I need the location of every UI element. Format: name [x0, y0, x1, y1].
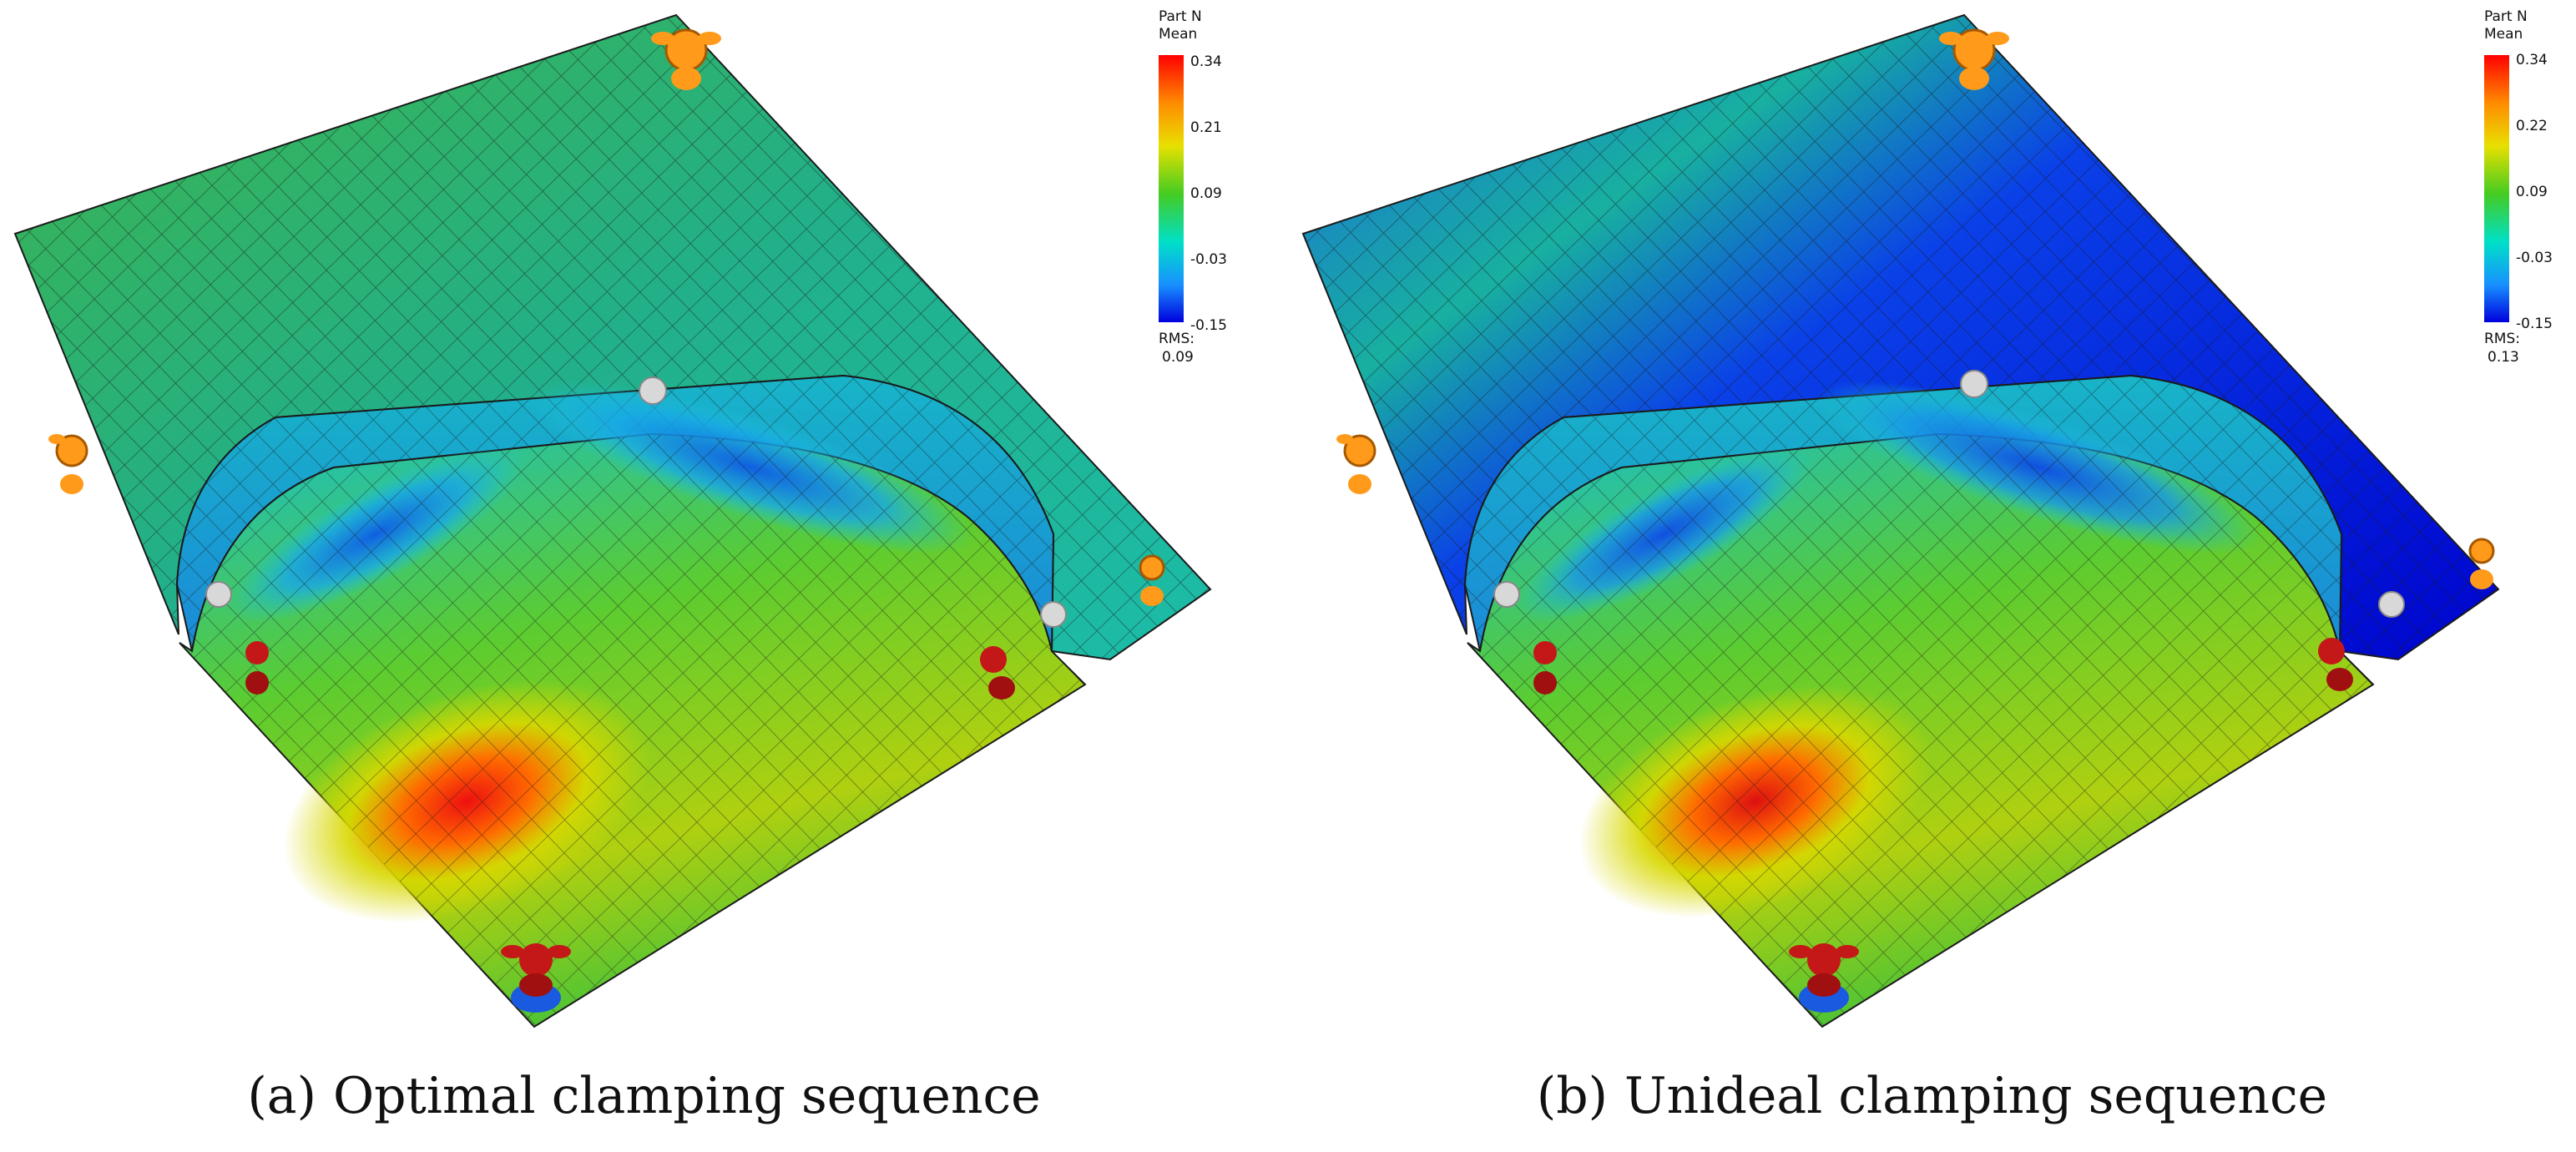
panel-b: Part N Mean 0.34 0.22 0.09 -0.03 -0.15 R…	[1288, 0, 2576, 1152]
clamp-red-left	[1533, 641, 1557, 695]
clamp-top	[1939, 28, 2009, 90]
clamp-top	[651, 28, 721, 90]
colorbar-tick: 0.21	[1190, 119, 1222, 136]
locator-right	[1040, 601, 1067, 628]
legend-subtitle: Mean	[2484, 26, 2523, 43]
locator-right	[2378, 591, 2405, 618]
colorbar-tick: 0.34	[1190, 53, 1222, 70]
colorbar-tick: -0.03	[1190, 251, 1227, 268]
colorbar-b	[2484, 55, 2509, 322]
legend-title: Part N	[2484, 8, 2528, 25]
caption-text: Unideal clamping sequence	[1624, 1067, 2328, 1125]
colorbar-tick: 0.09	[1190, 185, 1222, 202]
clamp-red-left	[245, 641, 269, 695]
legend-header-b: Part N Mean	[2484, 8, 2528, 43]
rms-label-a: RMS:	[1159, 331, 1195, 347]
clamp-left	[48, 434, 88, 494]
clamp-red-bottom	[501, 943, 571, 997]
colorbar-tick: -0.03	[2516, 250, 2553, 266]
deformation-render-a	[13, 13, 1212, 1028]
colorbar-tick: -0.15	[1190, 317, 1227, 334]
clamp-right	[1139, 554, 1165, 606]
rms-value-b: 0.13	[2488, 349, 2519, 366]
caption-b: (b) Unideal clamping sequence	[1288, 1067, 2576, 1125]
caption-text: Optimal clamping sequence	[332, 1067, 1041, 1125]
colorbar-tick: 0.34	[2516, 52, 2548, 68]
rms-value-a: 0.09	[1162, 349, 1194, 366]
legend-title: Part N	[1159, 8, 1202, 25]
locator-top	[639, 376, 667, 405]
legend-subtitle: Mean	[1159, 26, 1198, 43]
caption-a: (a) Optimal clamping sequence	[0, 1067, 1288, 1125]
clamp-red-bottom	[1789, 943, 1859, 997]
colorbar-tick: 0.22	[2516, 118, 2548, 134]
legend-header-a: Part N Mean	[1159, 8, 1202, 43]
caption-tag: (b)	[1536, 1067, 1609, 1125]
colorbar-tick: 0.09	[2516, 184, 2548, 200]
locator-top	[1960, 370, 1988, 398]
clamp-right	[2468, 538, 2495, 589]
locator-left	[205, 581, 232, 608]
panel-a: Part N Mean 0.34 0.21 0.09 -0.03 -0.15 R…	[0, 8, 1288, 1125]
rms-label-b: RMS:	[2484, 331, 2520, 347]
locator-left	[1493, 581, 1520, 608]
caption-tag: (a)	[247, 1067, 316, 1125]
deformation-render-b	[1301, 13, 2500, 1028]
clamp-red-right	[980, 646, 1015, 700]
colorbar-a	[1159, 55, 1184, 322]
clamp-red-right	[2318, 638, 2353, 691]
clamp-left	[1336, 434, 1376, 494]
colorbar-tick: -0.15	[2516, 316, 2553, 332]
